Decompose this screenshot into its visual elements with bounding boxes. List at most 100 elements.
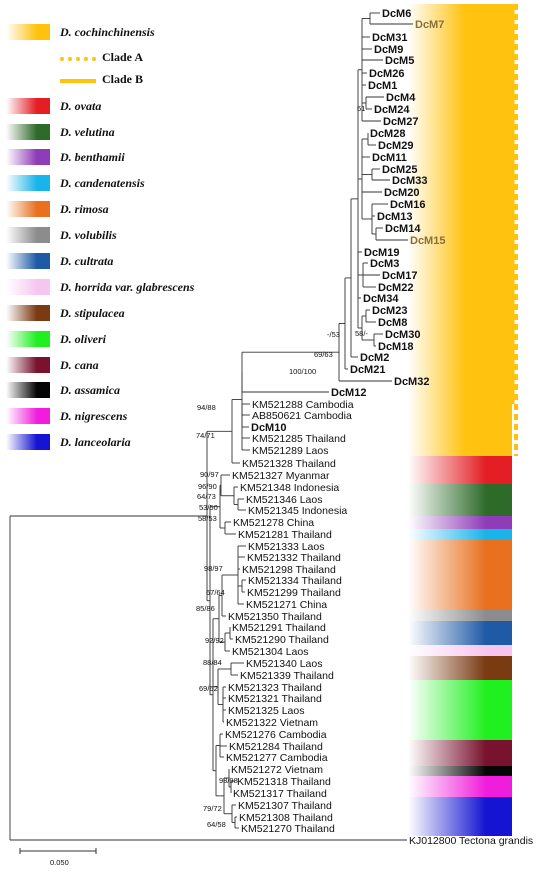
leaf-label: KM521345 Indonesia bbox=[248, 505, 347, 517]
leaf-label: DcM30 bbox=[385, 329, 420, 341]
bootstrap-support: 53/50 bbox=[199, 503, 218, 512]
leaf-label: KM521322 Vietnam bbox=[226, 717, 318, 729]
legend-label: D. stipulacea bbox=[60, 306, 125, 320]
clade-color-bar bbox=[408, 680, 512, 740]
leaf-label: KM521284 Thailand bbox=[229, 741, 323, 753]
bootstrap-support: 98/97 bbox=[204, 564, 223, 573]
clade-color-bar bbox=[408, 516, 512, 529]
leaf-label: KM521270 Thailand bbox=[241, 823, 335, 835]
leaf-label: KM521321 Thailand bbox=[228, 693, 322, 705]
leaf-label: KM521288 Cambodia bbox=[252, 399, 354, 411]
legend-label: D. cana bbox=[60, 358, 99, 372]
leaf-label: DcM12 bbox=[331, 387, 366, 399]
leaf-label: DcM14 bbox=[385, 223, 421, 235]
legend-swatch bbox=[6, 253, 50, 269]
leaf-label: DcM11 bbox=[372, 152, 407, 164]
leaf-label: DcM5 bbox=[385, 55, 414, 67]
leaf-label: DcM8 bbox=[378, 317, 407, 329]
leaf-label: KM521334 Thailand bbox=[248, 575, 342, 587]
leaf-label: DcM1 bbox=[368, 80, 397, 92]
leaf-label: DcM16 bbox=[390, 199, 425, 211]
cochinchinensis-bar bbox=[408, 4, 512, 456]
leaf-label: KM521285 Thailand bbox=[252, 433, 346, 445]
leaf-label: DcM4 bbox=[386, 92, 416, 104]
legend-swatch bbox=[6, 331, 50, 347]
scale-bar-label: 0.050 bbox=[50, 858, 69, 867]
bootstrap-support: 92/92 bbox=[205, 636, 224, 645]
bootstrap-support: 64/58 bbox=[207, 820, 226, 829]
legend-swatch bbox=[6, 149, 50, 165]
legend-label: D. benthamii bbox=[60, 150, 125, 164]
legend-label: D. volubilis bbox=[60, 228, 117, 242]
leaf-label: DcM19 bbox=[364, 247, 399, 259]
clade-color-bar bbox=[408, 740, 512, 766]
legend-swatch bbox=[6, 305, 50, 321]
legend-swatch bbox=[6, 227, 50, 243]
legend-label: D. cochinchinensis bbox=[60, 25, 155, 39]
leaf-label: KM521278 China bbox=[233, 517, 314, 529]
bootstrap-support: 58/53 bbox=[198, 514, 217, 523]
bootstrap-support: 67/64 bbox=[206, 588, 225, 597]
leaf-label: KM521272 Vietnam bbox=[231, 764, 323, 776]
clade-a-label: Clade A bbox=[102, 50, 144, 64]
leaf-label: KM521348 Indonesia bbox=[240, 482, 339, 494]
legend-label: D. horrida var. glabrescens bbox=[60, 280, 195, 294]
leaf-label: DcM33 bbox=[392, 175, 427, 187]
leaf-label: DcM26 bbox=[369, 68, 404, 80]
leaf-label: KM521350 Thailand bbox=[228, 611, 322, 623]
legend-swatch bbox=[6, 408, 50, 424]
legend-swatch bbox=[6, 124, 50, 140]
leaf-label: DcM25 bbox=[382, 164, 417, 176]
clade-color-bar bbox=[408, 776, 512, 797]
leaf-label: DcM17 bbox=[382, 270, 417, 282]
legend-label: D. candenatensis bbox=[60, 176, 145, 190]
bootstrap-support: 61 bbox=[357, 104, 365, 113]
leaf-label: KM521327 Myanmar bbox=[232, 470, 330, 482]
leaf-label: DcM7 bbox=[415, 19, 444, 31]
leaf-label: KM521304 Laos bbox=[232, 646, 308, 658]
legend-label: D. lanceolaria bbox=[60, 435, 131, 449]
leaf-label: DcM23 bbox=[372, 305, 407, 317]
leaf-label: DcM6 bbox=[382, 8, 411, 20]
leaf-label: DcM2 bbox=[360, 352, 389, 364]
leaf-label: KM521317 Thailand bbox=[233, 788, 327, 800]
leaf-label: KM521271 China bbox=[246, 599, 327, 611]
legend-swatch bbox=[6, 279, 50, 295]
legend-label: D. cultrata bbox=[60, 254, 114, 268]
leaf-label: KM521332 Thailand bbox=[247, 552, 341, 564]
bootstrap-support: -/53 bbox=[327, 330, 340, 339]
bootstrap-support: 64/73 bbox=[197, 492, 216, 501]
leaf-label: DcM22 bbox=[378, 282, 413, 294]
leaf-label: DcM34 bbox=[363, 293, 399, 305]
clade-b-line bbox=[60, 79, 96, 83]
clade-color-bar bbox=[408, 766, 512, 776]
bootstrap-support: 74/71 bbox=[196, 431, 215, 440]
leaf-label: DcM18 bbox=[378, 341, 413, 353]
legend-swatch bbox=[6, 24, 50, 40]
clade-color-bar bbox=[408, 656, 512, 680]
legend-label: D. assamica bbox=[60, 383, 120, 397]
leaf-label: KM521289 Laos bbox=[252, 445, 328, 457]
leaf-label: KM521307 Thailand bbox=[238, 800, 332, 812]
leaf-label: DcM10 bbox=[251, 422, 286, 434]
legend-swatch bbox=[6, 98, 50, 114]
legend-swatch bbox=[6, 434, 50, 450]
bootstrap-support: 69/63 bbox=[314, 350, 333, 359]
clade-a-line bbox=[60, 57, 96, 61]
leaf-label: DcM24 bbox=[374, 104, 410, 116]
leaf-label: DcM20 bbox=[384, 187, 419, 199]
leaf-label: KM521340 Laos bbox=[246, 658, 322, 670]
leaf-label: KM521339 Thailand bbox=[240, 670, 334, 682]
legend-label: D. rimosa bbox=[60, 202, 109, 216]
clade-color-bar bbox=[408, 456, 512, 484]
leaf-label: KM521299 Thailand bbox=[247, 587, 341, 599]
legend-label: D. nigrescens bbox=[60, 409, 128, 423]
leaf-label: DcM3 bbox=[370, 258, 399, 270]
leaf-label: DcM31 bbox=[372, 32, 407, 44]
bootstrap-support: 94/88 bbox=[197, 403, 216, 412]
legend-swatch bbox=[6, 382, 50, 398]
legend-label: D. velutina bbox=[60, 125, 115, 139]
bootstrap-support: 58/- bbox=[355, 329, 368, 338]
